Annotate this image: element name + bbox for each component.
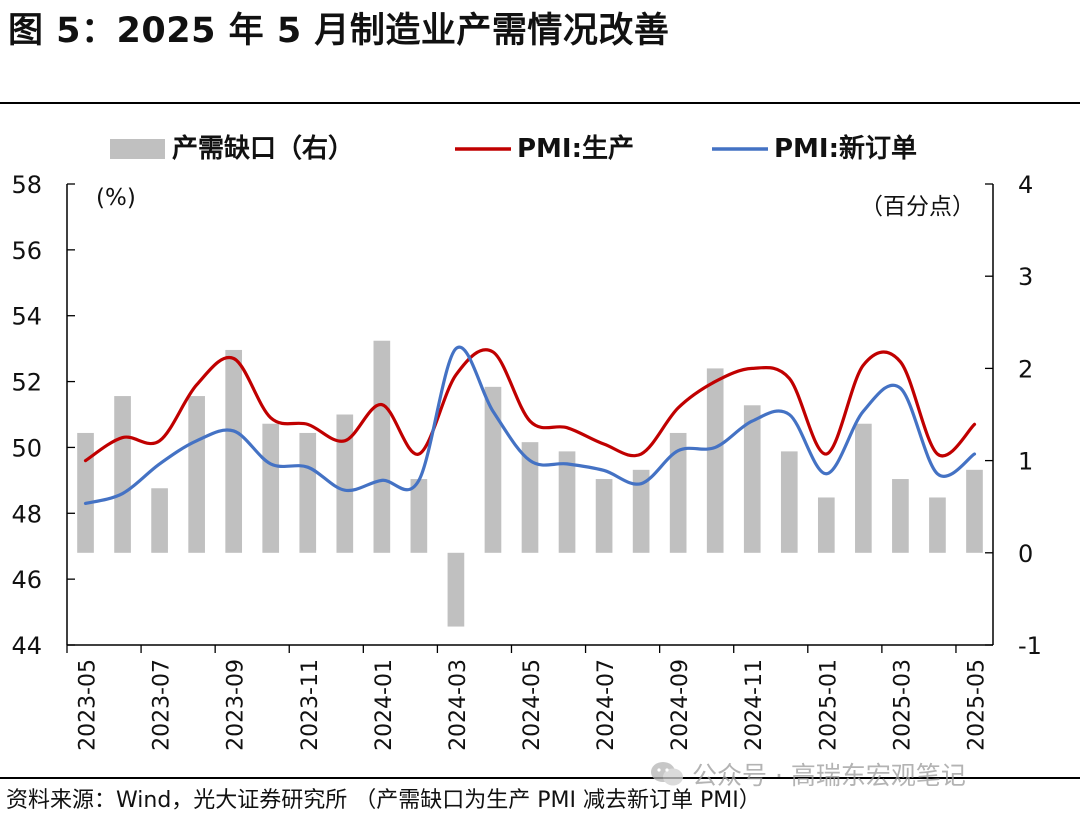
bar-production-demand-gap bbox=[558, 451, 576, 553]
axis-labels: 44 46 48 50 52 54 56 58 -1 0 1 2 3 4 2023-05 2023-07 202… bbox=[11, 171, 1041, 751]
bar-production-demand-gap bbox=[151, 488, 168, 553]
x-tick-label: 2024-09 bbox=[668, 659, 693, 751]
bar-production-demand-gap bbox=[225, 349, 243, 553]
watermark: 公众号 · 高瑞东宏观笔记 bbox=[650, 756, 966, 792]
bar-production-demand-gap bbox=[77, 432, 94, 553]
right-tick-label: 3 bbox=[1018, 263, 1033, 291]
x-tick-label: 2024-03 bbox=[446, 659, 471, 751]
line-pmi-new-orders bbox=[83, 345, 977, 506]
bar-production-demand-gap bbox=[595, 479, 613, 553]
bar-production-demand-gap bbox=[484, 386, 502, 553]
left-tick-label: 50 bbox=[11, 434, 42, 462]
legend-swatch-bar bbox=[110, 139, 165, 159]
right-unit-label: （百分点） bbox=[860, 194, 975, 220]
x-tick-label: 2024-11 bbox=[742, 659, 767, 751]
chart-title: 图 5：2025 年 5 月制造业产需情况改善 bbox=[8, 11, 670, 51]
left-tick-label: 44 bbox=[11, 632, 42, 660]
left-tick-label: 52 bbox=[11, 369, 42, 397]
bar-production-demand-gap bbox=[892, 479, 909, 553]
bar-production-demand-gap bbox=[855, 423, 872, 553]
watermark-text: 公众号 · 高瑞东宏观笔记 bbox=[692, 761, 966, 790]
bar-production-demand-gap bbox=[669, 432, 687, 553]
line-pmi-production bbox=[83, 348, 977, 463]
bar-production-demand-gap bbox=[632, 469, 650, 553]
right-tick-label: -1 bbox=[1018, 632, 1042, 660]
right-tick-label: 1 bbox=[1018, 448, 1033, 476]
bar-production-demand-gap bbox=[743, 405, 761, 553]
axes bbox=[66, 183, 994, 653]
wechat-icon bbox=[651, 762, 683, 786]
left-tick-label: 48 bbox=[11, 500, 42, 528]
x-tick-label: 2023-07 bbox=[150, 659, 175, 751]
bar-production-demand-gap bbox=[447, 552, 465, 627]
right-tick-label: 4 bbox=[1018, 171, 1033, 199]
x-tick-label: 2023-11 bbox=[298, 659, 323, 751]
bar-production-demand-gap bbox=[410, 479, 428, 553]
chart: 产需缺口（右） PMI:生产 PMI:新订单 44 46 48 50 52 54 56 58 -1 0… bbox=[11, 133, 1041, 751]
x-tick-label: 2024-01 bbox=[372, 659, 397, 751]
left-unit-label: (%) bbox=[96, 185, 136, 211]
right-tick-label: 0 bbox=[1018, 540, 1033, 568]
right-tick-label: 2 bbox=[1018, 355, 1033, 383]
line-series bbox=[83, 345, 977, 506]
source-note: 资料来源：Wind，光大证券研究所 （产需缺口为生产 PMI 减去新订单 PMI… bbox=[6, 788, 761, 813]
bar-production-demand-gap bbox=[373, 340, 391, 553]
top-rule bbox=[0, 102, 1080, 104]
bar-series bbox=[77, 340, 983, 627]
x-tick-label: 2023-09 bbox=[224, 659, 249, 751]
x-tick-label: 2025-03 bbox=[890, 659, 915, 751]
x-tick-label: 2024-05 bbox=[520, 659, 545, 751]
x-tick-label: 2023-05 bbox=[76, 659, 101, 751]
bar-production-demand-gap bbox=[817, 497, 835, 553]
x-tick-label: 2025-01 bbox=[816, 659, 841, 751]
legend: 产需缺口（右） PMI:生产 PMI:新订单 bbox=[110, 133, 917, 164]
x-tick-label: 2024-07 bbox=[594, 659, 619, 751]
left-tick-label: 54 bbox=[11, 303, 42, 331]
bar-production-demand-gap bbox=[188, 396, 205, 553]
left-tick-label: 58 bbox=[11, 171, 42, 199]
bar-production-demand-gap bbox=[966, 469, 983, 553]
bar-production-demand-gap bbox=[114, 396, 131, 553]
legend-label-bar: 产需缺口（右） bbox=[172, 134, 354, 164]
left-tick-label: 56 bbox=[11, 237, 42, 265]
bar-production-demand-gap bbox=[929, 497, 946, 553]
bar-production-demand-gap bbox=[299, 432, 317, 553]
bar-production-demand-gap bbox=[780, 451, 798, 553]
x-tick-label: 2025-05 bbox=[964, 659, 989, 751]
bar-production-demand-gap bbox=[521, 442, 539, 553]
legend-label-production: PMI:生产 bbox=[517, 134, 634, 164]
bar-production-demand-gap bbox=[336, 414, 354, 553]
bottom-rule bbox=[0, 777, 1080, 779]
left-tick-label: 46 bbox=[11, 566, 42, 594]
legend-label-new-orders: PMI:新订单 bbox=[774, 133, 917, 164]
bar-production-demand-gap bbox=[706, 368, 724, 553]
bar-production-demand-gap bbox=[262, 423, 280, 553]
